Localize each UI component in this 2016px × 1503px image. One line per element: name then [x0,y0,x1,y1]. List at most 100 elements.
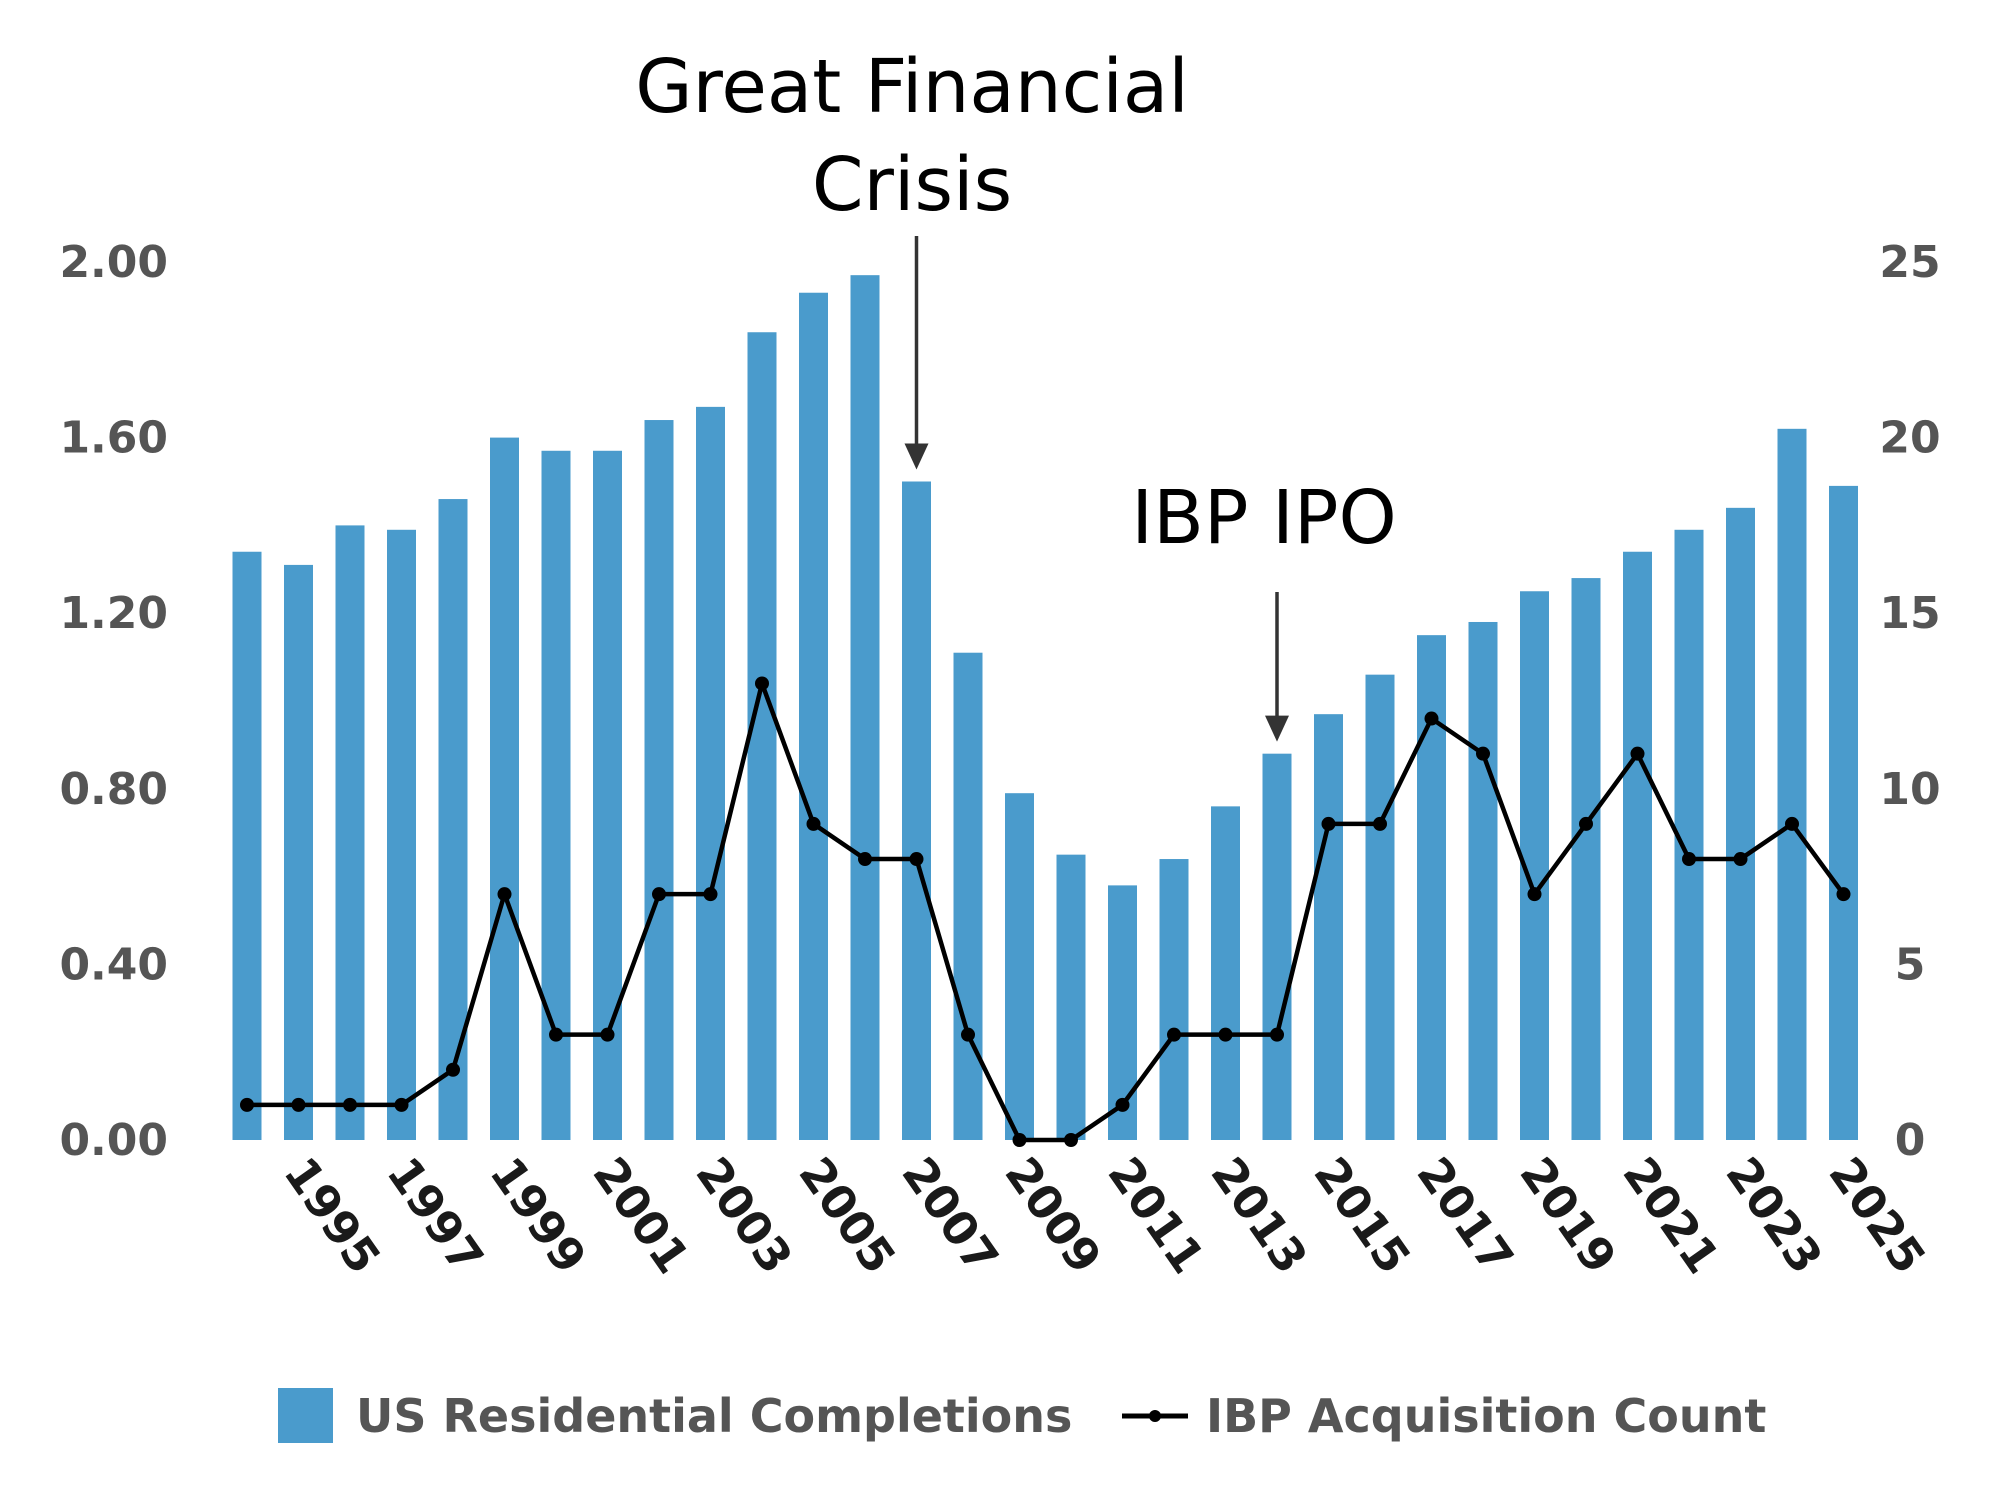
point-2008 [961,1027,975,1042]
bar-1996 [335,525,365,1140]
bar-2014 [1262,753,1292,1140]
x-tick-label: 2015 [1303,1147,1421,1283]
point-2007 [909,852,924,867]
point-2024 [1785,816,1799,831]
bar-2004 [747,332,777,1140]
x-tick-label: 1999 [479,1147,597,1283]
point-2012 [1167,1027,1181,1042]
line-series [240,676,1851,1147]
bar-2020 [1571,578,1601,1140]
point-2017 [1424,711,1439,726]
bar-2013 [1211,806,1240,1140]
right-tick-label: 0 [1895,1115,1926,1166]
bar-1998 [438,499,468,1140]
x-tick-label: 2025 [1818,1147,1936,1283]
x-tick-label: 2013 [1200,1147,1318,1283]
point-2021 [1630,746,1645,761]
x-axis: 1995199719992001200320052007200920112013… [273,1147,1936,1283]
bar-2006 [850,275,880,1140]
point-2014 [1270,1027,1284,1042]
right-tick-label: 15 [1879,588,1940,639]
bar-2009 [1005,793,1034,1140]
point-2018 [1476,746,1490,761]
x-tick-label: 1995 [273,1147,391,1283]
left-tick-label: 2.00 [59,237,168,288]
x-tick-label: 2023 [1715,1147,1833,1283]
bar-2010 [1056,854,1086,1140]
left-tick-label: 1.20 [59,588,168,639]
bar-2018 [1468,621,1498,1140]
left-tick-label: 0.80 [59,764,168,815]
point-2022 [1682,852,1696,867]
point-2015 [1321,816,1336,831]
point-2006 [858,852,872,867]
x-tick-label: 2021 [1612,1147,1730,1283]
x-tick-label: 2009 [994,1147,1112,1283]
point-2016 [1373,816,1387,831]
bar-2008 [953,652,983,1140]
annotation-text: IBP IPO [1131,475,1396,561]
legend-bar-swatch [278,1388,333,1443]
bar-2021 [1623,551,1652,1140]
bar-2015 [1314,714,1343,1140]
bar-2000 [541,450,571,1140]
point-1998 [446,1062,460,1077]
point-2002 [652,887,666,902]
point-1999 [497,887,512,902]
annotations: Great Financial Crisis IBP IPO [635,44,1397,742]
bar-2005 [799,292,828,1141]
bar-2016 [1365,674,1395,1140]
point-2009 [1012,1133,1027,1147]
point-2020 [1579,816,1593,831]
point-1995 [291,1097,306,1112]
point-1994 [240,1097,254,1112]
point-2025 [1836,887,1851,902]
bar-2025 [1829,485,1858,1140]
right-tick-label: 20 [1879,413,1940,464]
left-tick-label: 1.60 [59,413,168,464]
bar-2017 [1417,635,1446,1140]
bar-1999 [490,437,519,1141]
bar-series [232,275,1858,1141]
x-tick-label: 2011 [1097,1147,1215,1283]
x-tick-label: 1997 [376,1147,494,1283]
left-tick-label: 0.40 [59,939,168,990]
right-tick-label: 5 [1895,939,1926,990]
legend-line-marker [1149,1410,1161,1422]
legend-bar-label: US Residential Completions [356,1389,1072,1443]
left-axis: 0.00 0.40 0.80 1.20 1.60 2.00 [59,237,168,1166]
annotation-arrow-head [1265,715,1289,742]
bar-2001 [593,450,622,1140]
point-1997 [394,1097,409,1112]
bar-1995 [284,564,313,1140]
point-2013 [1218,1027,1233,1042]
bar-2002 [644,420,674,1140]
acquisition-line [247,681,1846,1143]
point-2003 [703,887,718,902]
x-tick-label: 2003 [685,1147,803,1283]
right-axis: 0 5 10 15 20 25 [1879,237,1940,1166]
point-1996 [343,1097,357,1112]
point-2010 [1064,1133,1078,1147]
bar-2024 [1777,428,1807,1140]
annotation-text: Great Financial [635,44,1189,130]
annotation-text: Crisis [812,142,1012,228]
bar-2023 [1726,507,1755,1141]
x-tick-label: 2007 [891,1147,1009,1283]
bar-1994 [232,551,262,1140]
annotation-arrow-head [904,443,929,470]
legend-line-label: IBP Acquisition Count [1206,1389,1766,1443]
x-tick-label: 2005 [788,1147,906,1283]
bar-2011 [1108,885,1137,1140]
x-tick-label: 2001 [582,1147,700,1283]
point-2000 [549,1027,563,1042]
point-2004 [755,676,769,691]
bar-1997 [387,529,416,1140]
bar-2012 [1159,859,1189,1140]
point-2005 [806,816,821,831]
bar-2007 [902,481,931,1140]
point-2001 [600,1027,615,1042]
right-tick-label: 25 [1879,237,1940,288]
legend: US Residential Completions IBP Acquisiti… [278,1388,1766,1443]
